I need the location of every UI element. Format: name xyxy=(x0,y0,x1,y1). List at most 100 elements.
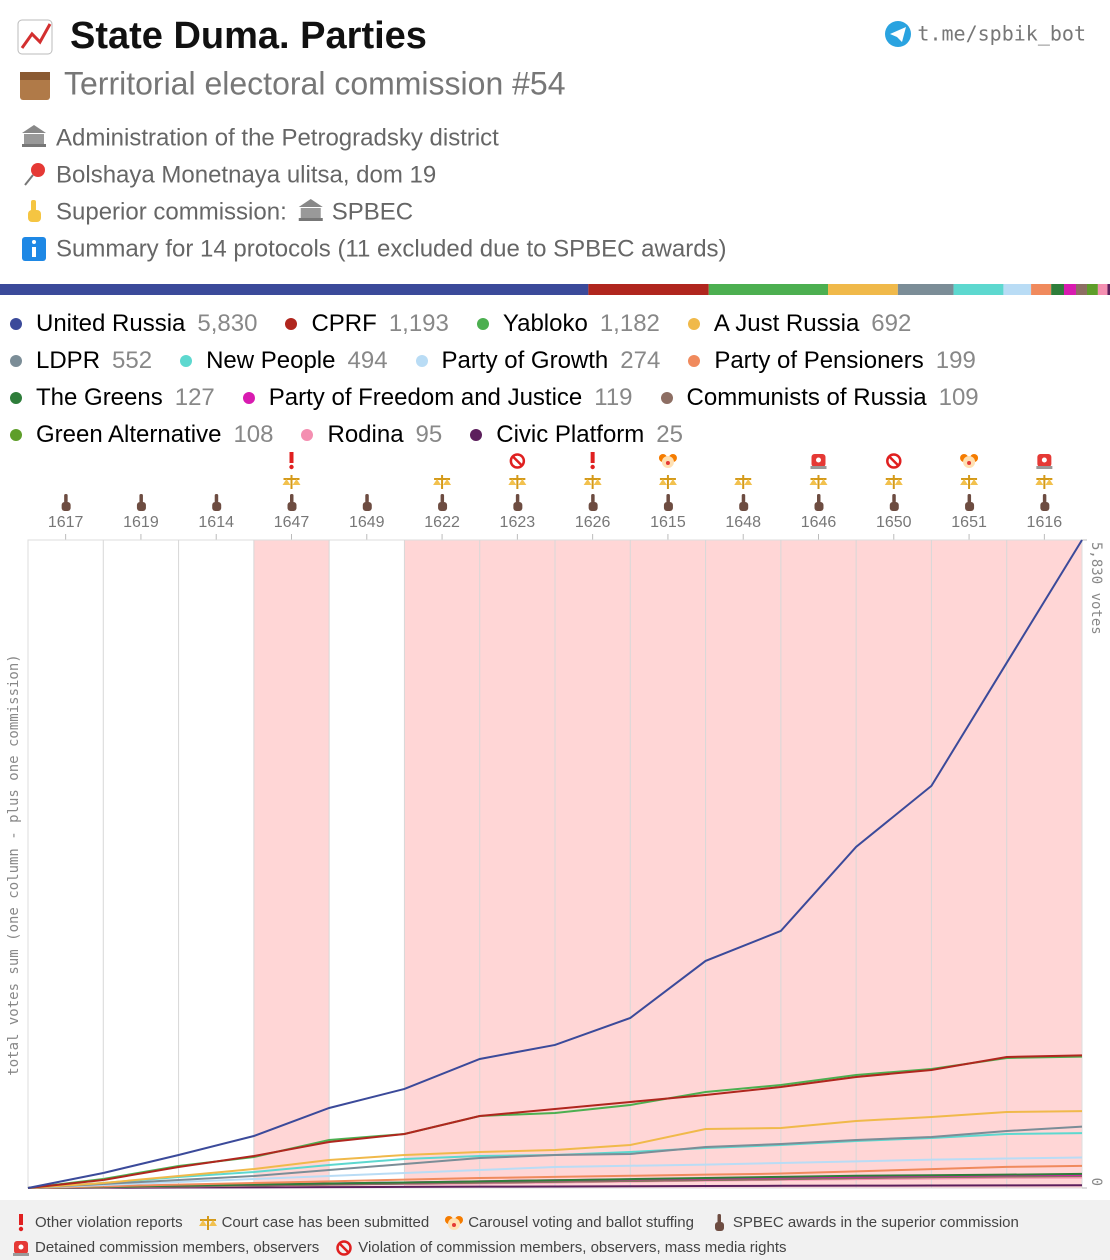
flag-legend-label: Violation of commission members, observe… xyxy=(358,1239,787,1256)
court-icon xyxy=(658,479,667,485)
rights-icon xyxy=(511,455,523,467)
flag-shading xyxy=(856,540,932,1188)
flag-icon xyxy=(590,452,595,470)
legend-name: A Just Russia xyxy=(713,310,860,337)
x-tick-label: 1651 xyxy=(951,514,987,531)
rights-icon xyxy=(338,1242,350,1253)
flag-legend-icon xyxy=(714,1213,724,1231)
flag-legend-label: SPBEC awards in the superior commission xyxy=(732,1214,1019,1231)
awards-icon xyxy=(663,502,673,511)
legend-total: 127 xyxy=(174,384,215,411)
legend-dot xyxy=(10,354,22,367)
legend-total: 95 xyxy=(415,421,443,448)
court-icon xyxy=(668,479,677,485)
flag-shading xyxy=(1006,540,1082,1188)
legend-dot xyxy=(10,391,22,404)
flag-icon xyxy=(61,494,71,511)
awards-icon xyxy=(212,502,222,511)
series-line xyxy=(103,1156,1083,1186)
awards-icon xyxy=(287,502,297,511)
flag-icon xyxy=(508,475,527,489)
court-icon xyxy=(817,475,820,489)
awards-icon xyxy=(362,502,372,511)
legend-dot xyxy=(285,317,298,330)
legend-total: 199 xyxy=(935,347,976,374)
awards-icon xyxy=(889,502,899,511)
superior-label: Superior commission: xyxy=(56,198,287,225)
awards-icon xyxy=(64,494,68,503)
superior-value: SPBEC xyxy=(332,198,413,225)
legend-item: Rodina 95 xyxy=(301,416,442,453)
court-icon xyxy=(744,479,753,485)
legend-item: CPRF 1,193 xyxy=(285,305,449,342)
subtitle: Territorial electoral commission #54 xyxy=(64,65,566,101)
flag-shading xyxy=(555,540,631,1188)
flag-legend-item: Violation of commission members, observe… xyxy=(335,1235,787,1260)
bot-link[interactable]: t.me/spbik_bot xyxy=(917,22,1086,46)
flag-icon xyxy=(212,494,222,511)
share-bar xyxy=(1107,284,1110,295)
carousel-icon xyxy=(665,461,670,465)
legend-item: Civic Platform 25 xyxy=(470,416,683,453)
x-tick-label: 1622 xyxy=(424,514,460,531)
awards-icon xyxy=(61,502,71,511)
chart-icon xyxy=(17,19,53,55)
court-icon xyxy=(593,479,602,485)
flag-legend-icon xyxy=(198,1215,217,1230)
detained-icon xyxy=(18,1244,24,1249)
flag-icon xyxy=(509,453,526,469)
series-line xyxy=(103,1054,1083,1181)
legend-total: 109 xyxy=(938,384,979,411)
flag-legend-item: Detained commission members, observers xyxy=(12,1235,319,1260)
flag-icon xyxy=(362,494,372,511)
flag-legend-item: Court case has been submitted xyxy=(198,1210,429,1235)
legend-total: 1,193 xyxy=(388,310,449,337)
detained-icon xyxy=(1041,457,1047,463)
legend-name: CPRF xyxy=(311,310,377,337)
legend-total: 25 xyxy=(656,421,683,448)
court-icon xyxy=(591,475,594,489)
share-bar xyxy=(0,284,589,295)
share-bar xyxy=(1097,284,1108,295)
court-icon xyxy=(516,475,519,489)
legend-item: Party of Growth 274 xyxy=(415,342,660,379)
legend-dot xyxy=(470,428,483,441)
share-bar xyxy=(897,284,954,295)
x-tick-label: 1615 xyxy=(650,514,686,531)
legend-item: New People 494 xyxy=(180,342,388,379)
x-tick-label: 1614 xyxy=(198,514,234,531)
court-icon xyxy=(1045,479,1054,485)
awards-icon xyxy=(892,494,896,503)
court-icon xyxy=(208,1219,217,1226)
legend-item: Yabloko 1,182 xyxy=(476,305,660,342)
flag-icon xyxy=(13,1240,29,1256)
legend-name: Civic Platform xyxy=(496,421,645,448)
box-icon xyxy=(20,72,50,100)
finger-icon xyxy=(28,200,41,222)
series-line xyxy=(103,1184,1083,1189)
line-start xyxy=(27,1172,104,1189)
flag-shading xyxy=(253,540,330,1188)
flag-icon xyxy=(289,452,294,470)
rights-icon xyxy=(886,453,902,469)
legend-dot xyxy=(415,354,428,367)
legend-name: Party of Freedom and Justice xyxy=(268,384,583,411)
legend-dot xyxy=(242,391,255,404)
flag-shading xyxy=(404,540,480,1188)
legend-item: Party of Freedom and Justice 119 xyxy=(242,379,633,416)
flag-shading xyxy=(479,540,555,1188)
awards-icon xyxy=(741,494,746,503)
awards-icon xyxy=(438,502,448,511)
flag-icon xyxy=(960,454,979,468)
series-line xyxy=(103,1172,1083,1188)
awards-icon xyxy=(588,502,598,511)
flag-icon xyxy=(18,1213,24,1231)
share-bar xyxy=(953,284,1004,295)
awards-icon xyxy=(666,494,670,503)
flag-legend-icon xyxy=(18,1213,24,1231)
awards-icon xyxy=(365,494,369,503)
legend-item: Green Alternative 108 xyxy=(10,416,273,453)
awards-icon xyxy=(136,502,146,511)
legend-dot xyxy=(660,391,673,404)
flag-legend-icon xyxy=(336,1239,353,1256)
